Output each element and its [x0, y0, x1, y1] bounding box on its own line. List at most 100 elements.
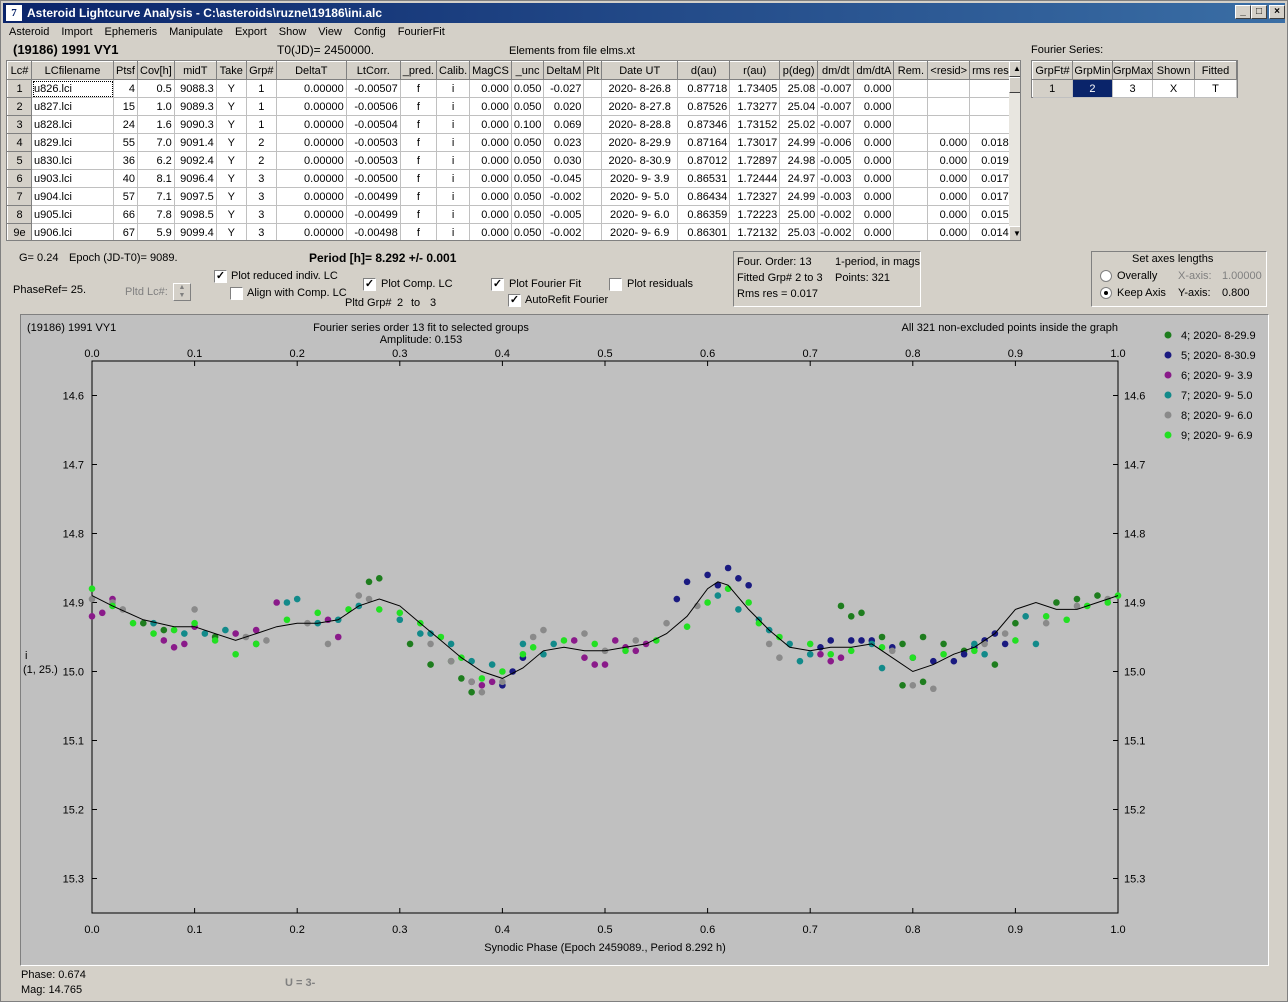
table-row[interactable]: 6 u903.lci 40 8.1 9096.4 Y 3 0.00000 -0.00500 f i 0… — [7, 169, 1012, 188]
fourier-cell[interactable]: 3 — [1112, 79, 1154, 98]
phase-readout: Phase: 0.674 — [21, 969, 86, 981]
col-header[interactable]: LtCorr. — [345, 61, 401, 80]
y-tick-label-left: 14.7 — [63, 460, 84, 472]
table-cell: -0.00498 — [346, 223, 401, 240]
x-axis-value[interactable]: 1.00000 — [1222, 270, 1262, 282]
table-row[interactable]: 9e u906.lci 67 5.9 9099.4 Y 3 0.00000 -0.00498 f i… — [7, 223, 1012, 240]
menu-manipulate[interactable]: Manipulate — [169, 26, 223, 38]
row-header[interactable]: 6 — [7, 169, 32, 188]
data-point — [653, 637, 660, 644]
col-header[interactable]: rms res — [969, 61, 1012, 80]
col-header[interactable]: Ptsf — [113, 61, 138, 80]
col-header[interactable]: dm/dtA — [853, 61, 895, 80]
data-point — [437, 633, 445, 641]
menu-import[interactable]: Import — [61, 26, 93, 38]
legend-entry: 5; 2020- 8-30.9 — [1181, 350, 1256, 362]
table-row[interactable]: 1 u826.lci 4 0.5 9088.3 Y 1 0.00000 -0.00507 f i 0.… — [7, 79, 1012, 98]
fourier-cell[interactable]: T — [1194, 79, 1237, 98]
align-comp-checkbox[interactable] — [230, 287, 243, 300]
menu-asteroid[interactable]: Asteroid — [9, 26, 50, 38]
data-point — [919, 633, 927, 641]
col-header[interactable]: MagCS — [469, 61, 512, 80]
data-point — [847, 647, 855, 655]
row-header[interactable]: 8 — [7, 205, 32, 224]
data-point — [88, 595, 96, 603]
table-row[interactable]: 4 u829.lci 55 7.0 9091.4 Y 2 0.00000 -0.00503 f i 0… — [7, 133, 1012, 152]
title-bar[interactable]: 7 Asteroid Lightcurve Analysis - C:\aste… — [3, 3, 1285, 23]
col-header[interactable]: DeltaM — [543, 61, 585, 80]
row-header[interactable]: 5 — [7, 151, 32, 170]
table-cell: 0.017 — [969, 187, 1012, 206]
menu-config[interactable]: Config — [353, 26, 386, 38]
table-row[interactable]: 8 u905.lci 66 7.8 9098.5 Y 3 0.00000 -0.00499 f i 0… — [7, 205, 1012, 224]
col-header[interactable]: Cov[h] — [137, 61, 175, 80]
y-axis-value[interactable]: 0.800 — [1222, 287, 1250, 299]
col-header[interactable]: <resid> — [927, 61, 971, 80]
fourier-table[interactable]: GrpFt# GrpMin GrpMax Shown Fitted 1 2 3 X T — [1031, 60, 1238, 98]
col-header[interactable]: Rem. — [893, 61, 929, 80]
row-header[interactable]: 2 — [7, 97, 32, 116]
table-row[interactable]: 2 u827.lci 15 1.0 9089.3 Y 1 0.00000 -0.00506 f i 0… — [7, 97, 1012, 116]
scroll-thumb[interactable] — [1009, 77, 1020, 93]
maximize-button[interactable]: □ — [1251, 5, 1267, 19]
plot-residuals-checkbox[interactable] — [609, 278, 622, 291]
plot-fourier-checkbox[interactable]: ✓ — [491, 278, 504, 291]
scroll-down-icon[interactable]: ▼ — [1009, 226, 1020, 240]
keep-axis-radio[interactable] — [1100, 287, 1112, 299]
table-cell: 0.000 — [927, 133, 971, 152]
plot-canvas[interactable]: (19186) 1991 VY1 Fourier series order 13 … — [21, 315, 1268, 965]
col-header[interactable]: midT — [173, 61, 217, 80]
menu-fourierfit[interactable]: FourierFit — [397, 26, 445, 38]
app-icon[interactable]: 7 — [6, 5, 22, 21]
fourier-series-label: Fourier Series: — [1031, 44, 1104, 56]
table-cell — [583, 151, 603, 170]
plot-reduced-checkbox[interactable]: ✓ — [214, 270, 227, 283]
table-scrollbar[interactable]: ▲ ▼ — [1009, 61, 1020, 240]
plot-residuals-label: Plot residuals — [627, 278, 694, 290]
data-point — [888, 647, 896, 655]
table-row[interactable]: 5 u830.lci 36 6.2 9092.4 Y 2 0.00000 -0.00503 f i 0… — [7, 151, 1012, 170]
col-header[interactable]: _unc — [510, 61, 545, 80]
col-header[interactable]: dm/dt — [817, 61, 855, 80]
row-header[interactable]: 4 — [7, 133, 32, 152]
menu-ephemeris[interactable]: Ephemeris — [104, 26, 158, 38]
table-row[interactable]: 3 u828.lci 24 1.6 9090.3 Y 1 0.00000 -0.00504 f i 0… — [7, 115, 1012, 134]
data-point — [611, 637, 619, 644]
plot-comp-checkbox[interactable]: ✓ — [363, 278, 376, 291]
menu-export[interactable]: Export — [234, 26, 267, 38]
y-tick-label-left: 14.8 — [63, 529, 84, 541]
col-header[interactable]: Calib. — [435, 61, 471, 80]
data-point — [786, 640, 793, 648]
menu-view[interactable]: View — [318, 26, 342, 38]
col-header[interactable]: p(deg) — [779, 61, 819, 80]
col-header[interactable]: Date UT — [601, 61, 679, 80]
menu-show[interactable]: Show — [278, 26, 307, 38]
overally-radio[interactable] — [1100, 270, 1112, 282]
col-header[interactable]: DeltaT — [275, 61, 347, 80]
fourier-cell[interactable]: 2 — [1072, 79, 1113, 98]
minimize-button[interactable]: _ — [1235, 5, 1251, 19]
table-row[interactable]: 7 u904.lci 57 7.1 9097.5 Y 3 0.00000 -0.00499 f i 0… — [7, 187, 1012, 206]
pltd-lc-spinner[interactable]: ▲ ▼ — [173, 283, 191, 301]
scroll-up-icon[interactable]: ▲ — [1009, 61, 1020, 77]
col-header[interactable]: Grp# — [245, 61, 277, 80]
lightcurve-plot[interactable]: (19186) 1991 VY1 Fourier series order 13 … — [20, 314, 1269, 966]
table-cell: 2020- 9- 6.0 — [601, 205, 679, 224]
data-point — [458, 675, 465, 682]
col-header[interactable]: d(au) — [677, 61, 731, 80]
fourier-cell[interactable]: 1 — [1032, 79, 1073, 98]
col-header[interactable]: Lc# — [7, 61, 32, 80]
col-header[interactable]: r(au) — [729, 61, 781, 80]
row-header[interactable]: 7 — [7, 187, 32, 206]
lightcurve-table[interactable]: Lc# LCfilename Ptsf Cov[h] midT Take Grp# Delta… — [6, 60, 1021, 241]
row-header[interactable]: 3 — [7, 115, 32, 134]
row-header[interactable]: 9e — [7, 223, 32, 240]
row-header[interactable]: 1 — [7, 79, 32, 98]
col-header[interactable]: _pred. — [399, 61, 438, 80]
autorefit-checkbox[interactable]: ✓ — [508, 294, 521, 307]
col-header[interactable]: LCfilename — [31, 61, 114, 80]
fourier-cell[interactable]: X — [1152, 79, 1196, 98]
col-header[interactable]: Take — [215, 61, 247, 80]
col-header[interactable]: Plt — [583, 61, 603, 80]
close-button[interactable]: × — [1269, 5, 1285, 19]
